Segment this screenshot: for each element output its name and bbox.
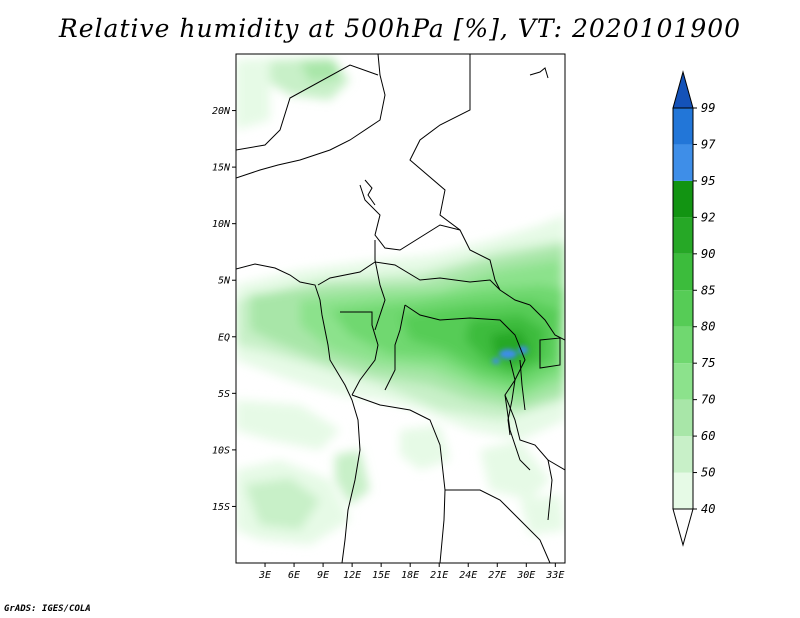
colorbar-box — [673, 472, 693, 509]
lat-tick-label: 20N — [212, 106, 231, 117]
colorbar-box — [673, 326, 693, 364]
lat-tick-label: 10S — [212, 445, 230, 456]
colorbar-label: 85 — [701, 283, 715, 297]
lon-tick-label: 18E — [401, 570, 419, 581]
lon-tick-label: 21E — [430, 570, 448, 581]
lon-tick-label: 15E — [372, 570, 390, 581]
lon-tick-label: 12E — [343, 570, 361, 581]
lat-tick-label: 10N — [212, 219, 231, 230]
lat-tick-label: 5N — [218, 276, 231, 287]
lat-tick-label: EQ — [218, 332, 230, 343]
humidity-field — [236, 58, 565, 545]
colorbar-box — [673, 217, 693, 254]
colorbar-label: 50 — [701, 466, 715, 480]
latitude-axis: 20N 15N 10N 5N EQ 5S 10S 15S — [212, 106, 236, 513]
colorbar-high-triangle — [672, 70, 694, 109]
colorbar-box — [673, 436, 693, 473]
lon-tick-label: 3E — [258, 570, 271, 581]
colorbar-label: 80 — [701, 320, 715, 334]
country-borders — [236, 54, 565, 563]
colorbar-box — [673, 399, 693, 437]
colorbar: 40 50 60 70 75 80 85 90 92 95 97 99 — [672, 70, 716, 547]
lat-tick-label: 15N — [212, 163, 231, 174]
colorbar-outline — [672, 107, 694, 510]
longitude-axis: 3E 6E 9E 12E 15E 18E 21E 24E 27E 30E 33E — [258, 563, 564, 581]
lon-tick-label: 27E — [488, 570, 506, 581]
lat-tick-label: 5S — [218, 389, 230, 400]
map-title: Relative humidity at 500hPa [%], VT: 202… — [58, 14, 742, 43]
lon-tick-label: 24E — [459, 570, 477, 581]
colorbar-box — [673, 363, 693, 400]
colorbar-box — [673, 180, 693, 218]
lon-tick-label: 6E — [288, 570, 300, 581]
colorbar-label: 97 — [701, 137, 716, 151]
colorbar-label: 99 — [701, 101, 715, 115]
colorbar-box — [673, 290, 693, 327]
colorbar-label: 75 — [701, 356, 715, 370]
colorbar-label: 60 — [701, 429, 715, 443]
colorbar-label: 40 — [701, 502, 715, 516]
lon-tick-label: 33E — [545, 570, 564, 581]
colorbar-box — [673, 108, 693, 145]
lon-tick-label: 30E — [516, 570, 535, 581]
grads-credit: GrADS: IGES/COLA — [4, 604, 91, 614]
colorbar-low-triangle — [672, 508, 694, 547]
colorbar-label: 70 — [701, 393, 715, 407]
colorbar-box — [673, 253, 693, 291]
lon-tick-label: 9E — [317, 570, 329, 581]
map-frame — [235, 53, 566, 564]
colorbar-box — [673, 144, 693, 181]
colorbar-label: 92 — [701, 210, 715, 224]
colorbar-label: 90 — [701, 247, 715, 261]
lat-tick-label: 15S — [212, 502, 230, 513]
colorbar-label: 95 — [701, 174, 715, 188]
